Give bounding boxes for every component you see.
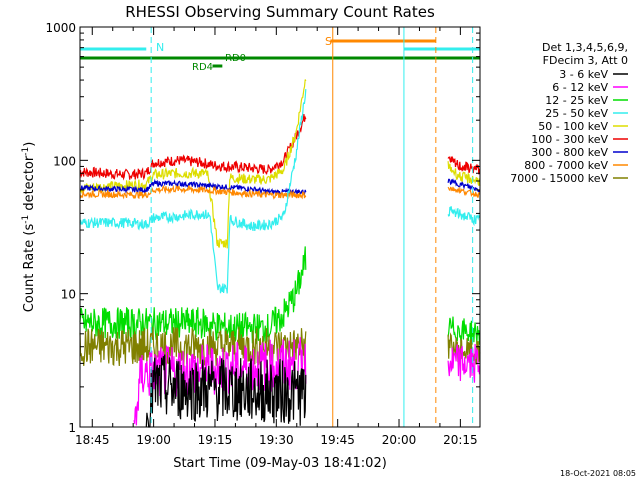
x-tick-label: 18:45 [75,433,110,447]
legend-item-label: 7000 - 15000 keV [510,172,608,185]
flag-bar-n [403,47,480,51]
flag-label-rd0: RD0 [225,53,246,64]
flag-label-s: S [325,35,332,48]
series-line [79,246,307,345]
x-tick-label: 20:15 [443,433,478,447]
plot-area: 1 10 100 1000 18:45 19:00 19:15 19:30 19:45 20:00… [45,21,481,447]
legend-header-1: Det 1,3,4,5,6,9, [542,41,628,54]
x-tick-label: 19:15 [198,433,233,447]
legend-item-label: 100 - 300 keV [531,133,608,146]
series-line [447,343,481,383]
flag-bar-rd0 [80,56,480,60]
legend-item-label: 3 - 6 keV [559,68,608,81]
flag-label-rd4: RD4 [192,62,213,73]
chart-title: RHESSI Observing Summary Count Rates [125,3,435,21]
x-axis-label: Start Time (09-May-03 18:41:02) [173,456,387,471]
timestamp: 18-Oct-2021 08:05 [560,469,636,478]
flag-bar-n [80,47,147,51]
series-line [145,354,307,428]
series-line [447,186,481,198]
series-layer [79,79,481,428]
series-line [79,184,307,200]
series-line [447,316,481,346]
legend-item-label: 800 - 7000 keV [524,159,608,172]
legend-header-2: FDecim 3, Att 0 [543,54,628,67]
flag-bar-rd4 [212,64,223,68]
series-line [79,79,307,249]
series-line [447,161,481,186]
series-line [79,326,307,367]
flag-layer [80,39,480,68]
y-tick-label: 10 [61,288,76,302]
series-line [79,89,307,294]
legend-item-label: 6 - 12 keV [552,81,608,94]
legend: Det 1,3,4,5,6,9, FDecim 3, Att 0 3 - 6 k… [510,41,628,185]
y-tick-label: 1000 [45,21,76,35]
plot-frame [79,26,481,428]
flag-label-n: N [156,41,164,54]
x-tick-label: 20:00 [382,433,417,447]
y-tick-label: 1 [68,421,76,435]
x-tick-label: 19:30 [259,433,294,447]
series-line [447,206,481,227]
legend-item-label: 25 - 50 keV [545,107,608,120]
series-line [447,178,481,193]
axis-layer: 1 10 100 1000 18:45 19:00 19:15 19:30 19:45 20:00… [45,21,480,447]
y-tick-label: 100 [53,154,76,168]
vline-layer [150,27,474,427]
series-line [79,114,307,181]
flag-bar-s [330,39,436,43]
x-tick-label: 19:45 [320,433,355,447]
series-line [447,155,481,175]
y-axis-label: Count Rate (s-1 detector-1) [21,142,37,313]
legend-item-label: 12 - 25 keV [545,94,608,107]
legend-item-label: 50 - 100 keV [538,120,608,133]
series-line [79,178,307,197]
x-tick-label: 19:00 [136,433,171,447]
legend-item-label: 300 - 800 keV [531,146,608,159]
